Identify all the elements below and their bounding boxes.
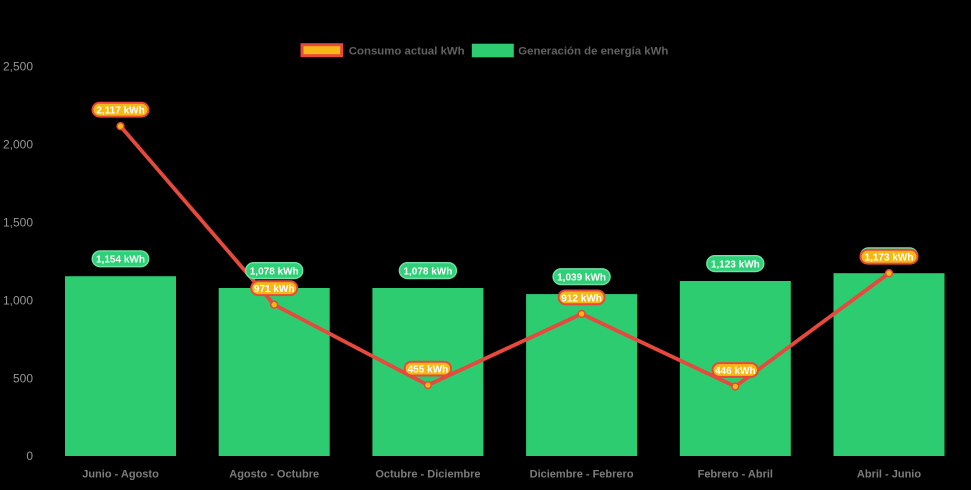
svg-text:Consumo actual kWh: Consumo actual kWh <box>349 46 465 58</box>
svg-text:2,117 kWh: 2,117 kWh <box>96 106 144 117</box>
svg-text:446 kWh: 446 kWh <box>715 366 756 377</box>
svg-text:1,154 kWh: 1,154 kWh <box>96 255 145 266</box>
svg-text:912 kWh: 912 kWh <box>561 293 602 304</box>
svg-text:500: 500 <box>13 371 33 385</box>
svg-text:Generación de energía kWh: Generación de energía kWh <box>518 46 668 58</box>
svg-text:455 kWh: 455 kWh <box>408 365 449 376</box>
svg-text:Agosto - Octubre: Agosto - Octubre <box>229 469 319 481</box>
svg-text:Diciembre - Febrero: Diciembre - Febrero <box>530 469 634 481</box>
svg-text:1,078 kWh: 1,078 kWh <box>403 267 452 278</box>
svg-text:1,039 kWh: 1,039 kWh <box>557 273 606 284</box>
svg-text:1,078 kWh: 1,078 kWh <box>250 267 299 278</box>
svg-text:1,000: 1,000 <box>3 293 33 307</box>
svg-text:Junio - Agosto: Junio - Agosto <box>82 469 159 481</box>
svg-text:Abril - Junio: Abril - Junio <box>857 469 921 481</box>
svg-text:0: 0 <box>26 449 33 463</box>
svg-text:1,500: 1,500 <box>3 216 33 230</box>
svg-text:2,000: 2,000 <box>3 138 33 152</box>
svg-text:Febrero - Abril: Febrero - Abril <box>698 469 773 481</box>
svg-text:2,500: 2,500 <box>3 60 33 74</box>
svg-text:1,123 kWh: 1,123 kWh <box>711 260 760 271</box>
svg-text:Octubre - Diciembre: Octubre - Diciembre <box>375 469 480 481</box>
svg-text:971 kWh: 971 kWh <box>254 284 295 295</box>
svg-text:1,173 kWh: 1,173 kWh <box>865 253 914 264</box>
